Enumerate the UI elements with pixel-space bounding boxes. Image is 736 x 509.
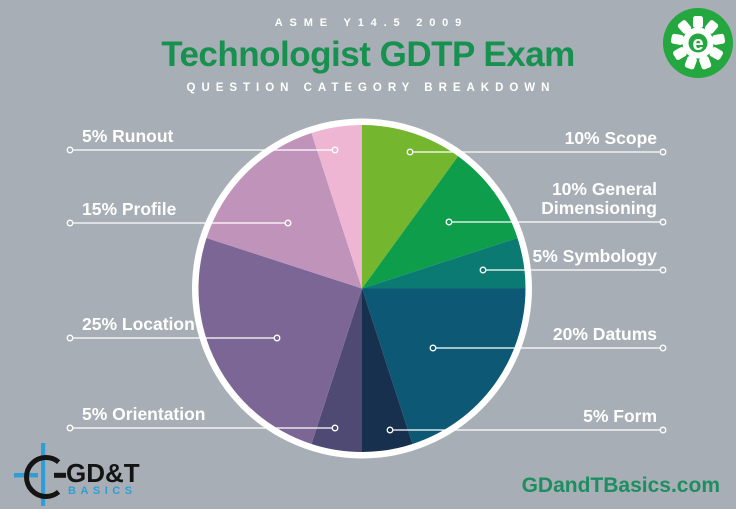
header: ASME Y14.5 2009 Technologist GDTP Exam Q… [0,0,736,94]
callout-dot [386,426,394,434]
eyebrow-text: ASME Y14.5 2009 [274,17,469,29]
callout-dot [479,266,487,274]
gear-tooth [704,20,719,34]
callout-dot [659,344,667,352]
callout-dot [66,334,74,342]
website-link[interactable]: GDandTBasics.com [521,474,720,497]
callout-dot [429,344,437,352]
gear-tooth [670,33,684,45]
logo-subtext: BASICS [68,485,137,497]
logo-text: GD&T [66,458,140,488]
callout-dot [331,146,339,154]
callout-dot [406,148,414,156]
callout-dot [659,218,667,226]
page-title: Technologist GDTP Exam [161,35,575,74]
callout-dot [331,424,339,432]
pie-slice-location [198,237,362,444]
callout-dot [659,266,667,274]
gear-tooth [699,56,712,70]
position-symbol-crosshair-icon [14,443,66,506]
callout-dot [66,146,74,154]
gear-tooth [684,56,697,70]
page-subtitle: QUESTION CATEGORY BREAKDOWN [186,82,556,94]
pie-slice-datums [362,288,526,444]
gear-tooth [712,33,726,45]
callout-dot [284,219,292,227]
gear-icon: e [663,8,733,78]
gear-tooth [677,20,692,34]
gear-tooth [693,16,703,28]
pie-slice-form [362,288,413,452]
callout-dot [273,334,281,342]
gear-tooth [709,47,723,60]
callout-dot [445,218,453,226]
gear-tooth [673,47,687,60]
callout-dot [66,219,74,227]
gear-letter: e [692,33,703,55]
pie-slice-runout [311,125,362,289]
callout-dot [66,424,74,432]
callout-dot [659,148,667,156]
pie-slice-general-dimensioning [362,156,518,289]
pie-slice-symbology [362,237,526,289]
callout-dot [659,426,667,434]
pie-slice-scope [362,125,459,289]
pie-slice-orientation [311,288,362,452]
pie-slice-profile [206,133,362,289]
